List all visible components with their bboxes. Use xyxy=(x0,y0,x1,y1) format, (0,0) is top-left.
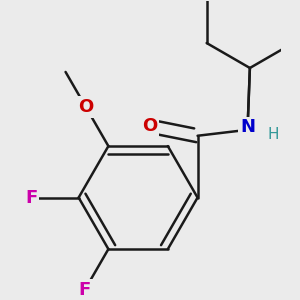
Text: O: O xyxy=(78,98,93,116)
Text: F: F xyxy=(79,281,91,299)
Text: N: N xyxy=(240,118,255,136)
Text: F: F xyxy=(25,189,37,207)
Text: O: O xyxy=(142,117,158,135)
Text: H: H xyxy=(268,127,279,142)
